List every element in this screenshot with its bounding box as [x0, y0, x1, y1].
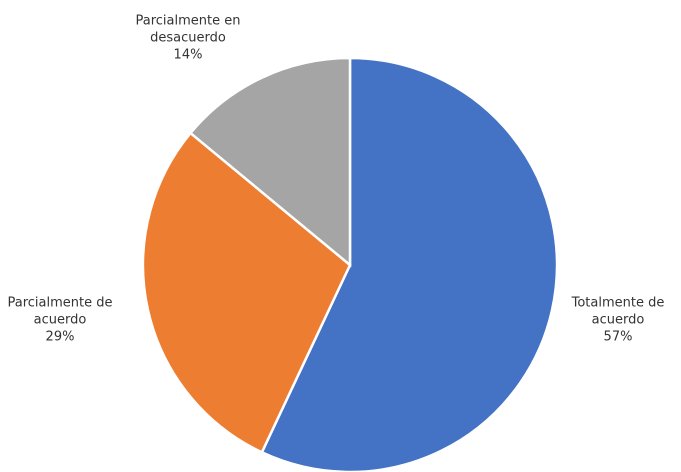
value-label: 57% — [603, 329, 633, 345]
slice-label: Totalmente de acuerdo 57% — [553, 295, 681, 346]
value-label: 14% — [173, 47, 203, 63]
pie-slice — [141, 131, 352, 454]
value-label: 29% — [45, 329, 75, 345]
pie-slice — [188, 56, 352, 268]
pie-slice — [260, 56, 559, 472]
slice-label: Parcialmente de acuerdo 29% — [0, 295, 125, 346]
category-label: Parcialmente en desacuerdo — [135, 13, 241, 46]
category-label: Totalmente de acuerdo — [571, 295, 665, 328]
slice-label: Parcialmente en desacuerdo 14% — [123, 13, 253, 64]
category-label: Parcialmente de acuerdo — [7, 295, 113, 328]
